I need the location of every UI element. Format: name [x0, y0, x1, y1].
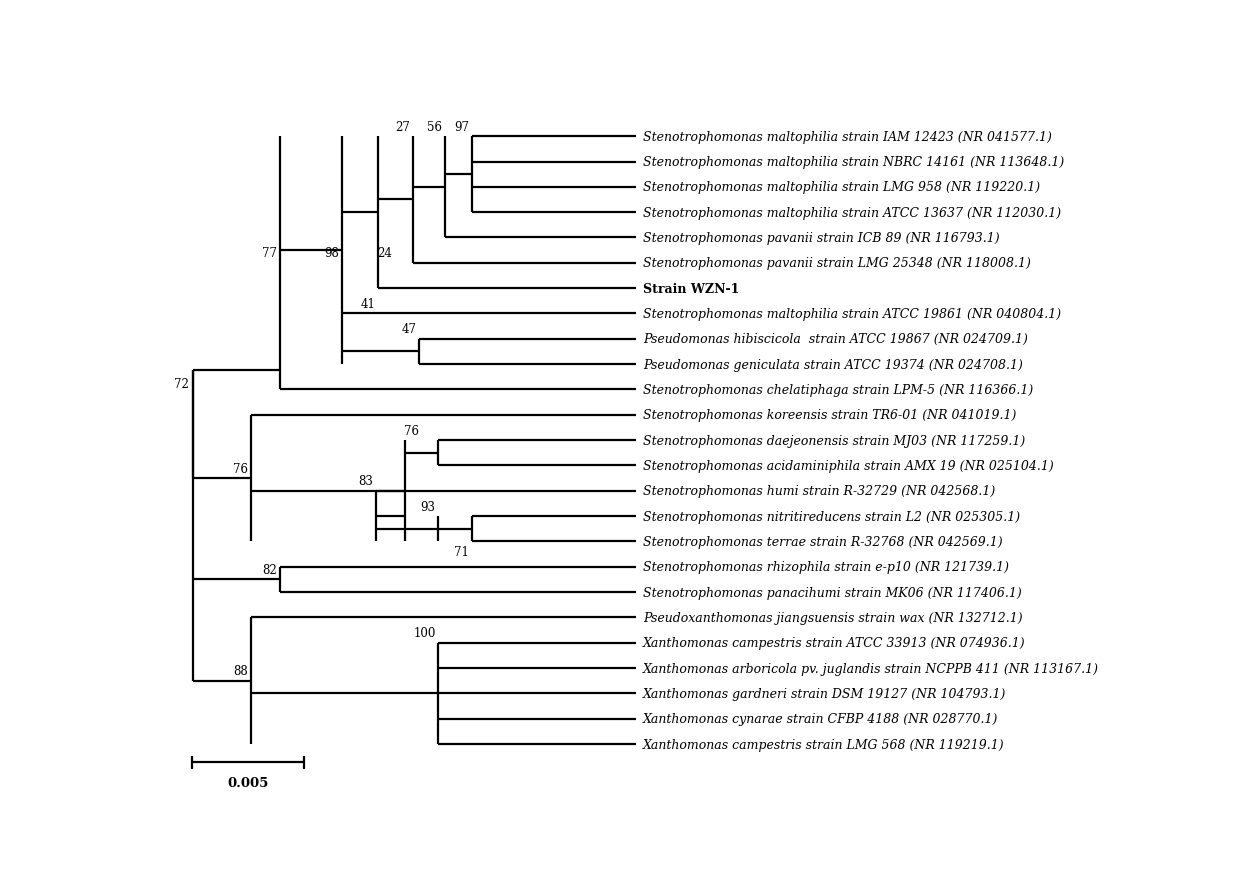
Text: Stenotrophomonas humi strain R-32729 (NR 042568.1): Stenotrophomonas humi strain R-32729 (NR… — [644, 485, 996, 498]
Text: 47: 47 — [402, 323, 417, 336]
Text: 27: 27 — [394, 120, 409, 134]
Text: Xanthomonas campestris strain ATCC 33913 (NR 074936.1): Xanthomonas campestris strain ATCC 33913… — [644, 636, 1025, 649]
Text: Stenotrophomonas terrae strain R-32768 (NR 042569.1): Stenotrophomonas terrae strain R-32768 (… — [644, 535, 1003, 548]
Text: Pseudoxanthomonas jiangsuensis strain wax (NR 132712.1): Pseudoxanthomonas jiangsuensis strain wa… — [644, 611, 1023, 625]
Text: Xanthomonas cynarae strain CFBP 4188 (NR 028770.1): Xanthomonas cynarae strain CFBP 4188 (NR… — [644, 712, 998, 726]
Text: Stenotrophomonas chelatiphaga strain LPM-5 (NR 116366.1): Stenotrophomonas chelatiphaga strain LPM… — [644, 384, 1033, 397]
Text: Stenotrophomonas pavanii strain LMG 25348 (NR 118008.1): Stenotrophomonas pavanii strain LMG 2534… — [644, 257, 1032, 270]
Text: Stenotrophomonas daejeonensis strain MJ03 (NR 117259.1): Stenotrophomonas daejeonensis strain MJ0… — [644, 434, 1025, 447]
Text: Stenotrophomonas rhizophila strain e-p10 (NR 121739.1): Stenotrophomonas rhizophila strain e-p10… — [644, 561, 1009, 573]
Text: Strain WZN-1: Strain WZN-1 — [644, 283, 739, 295]
Text: Stenotrophomonas maltophilia strain IAM 12423 (NR 041577.1): Stenotrophomonas maltophilia strain IAM … — [644, 130, 1052, 144]
Text: Pseudomonas hibiscicola  strain ATCC 19867 (NR 024709.1): Pseudomonas hibiscicola strain ATCC 1986… — [644, 333, 1028, 346]
Text: Stenotrophomonas pavanii strain ICB 89 (NR 116793.1): Stenotrophomonas pavanii strain ICB 89 (… — [644, 232, 999, 245]
Text: Stenotrophomonas maltophilia strain ATCC 13637 (NR 112030.1): Stenotrophomonas maltophilia strain ATCC… — [644, 206, 1061, 220]
Text: 41: 41 — [360, 298, 374, 311]
Text: Stenotrophomonas panacihumi strain MK06 (NR 117406.1): Stenotrophomonas panacihumi strain MK06 … — [644, 586, 1022, 599]
Text: 72: 72 — [174, 377, 188, 391]
Text: Stenotrophomonas koreensis strain TR6-01 (NR 041019.1): Stenotrophomonas koreensis strain TR6-01… — [644, 408, 1017, 422]
Text: 93: 93 — [420, 500, 435, 513]
Text: Stenotrophomonas maltophilia strain ATCC 19861 (NR 040804.1): Stenotrophomonas maltophilia strain ATCC… — [644, 307, 1061, 321]
Text: 71: 71 — [454, 545, 469, 558]
Text: Stenotrophomonas maltophilia strain NBRC 14161 (NR 113648.1): Stenotrophomonas maltophilia strain NBRC… — [644, 156, 1064, 169]
Text: 83: 83 — [358, 475, 373, 488]
Text: Xanthomonas campestris strain LMG 568 (NR 119219.1): Xanthomonas campestris strain LMG 568 (N… — [644, 738, 1004, 750]
Text: 56: 56 — [428, 120, 443, 134]
Text: 100: 100 — [413, 626, 435, 640]
Text: 82: 82 — [263, 563, 277, 576]
Text: 76: 76 — [233, 462, 248, 475]
Text: Stenotrophomonas nitritireducens strain L2 (NR 025305.1): Stenotrophomonas nitritireducens strain … — [644, 510, 1021, 523]
Text: Stenotrophomonas maltophilia strain LMG 958 (NR 119220.1): Stenotrophomonas maltophilia strain LMG … — [644, 181, 1040, 194]
Text: 98: 98 — [325, 247, 340, 260]
Text: Xanthomonas arboricola pv. juglandis strain NCPPB 411 (NR 113167.1): Xanthomonas arboricola pv. juglandis str… — [644, 662, 1099, 675]
Text: 24: 24 — [377, 247, 392, 260]
Text: 76: 76 — [404, 424, 419, 437]
Text: 97: 97 — [454, 120, 469, 134]
Text: Stenotrophomonas acidaminiphila strain AMX 19 (NR 025104.1): Stenotrophomonas acidaminiphila strain A… — [644, 460, 1054, 472]
Text: 88: 88 — [233, 664, 248, 678]
Text: Xanthomonas gardneri strain DSM 19127 (NR 104793.1): Xanthomonas gardneri strain DSM 19127 (N… — [644, 688, 1007, 700]
Text: 0.005: 0.005 — [227, 776, 268, 789]
Text: Pseudomonas geniculata strain ATCC 19374 (NR 024708.1): Pseudomonas geniculata strain ATCC 19374… — [644, 358, 1023, 371]
Text: 77: 77 — [262, 247, 277, 260]
